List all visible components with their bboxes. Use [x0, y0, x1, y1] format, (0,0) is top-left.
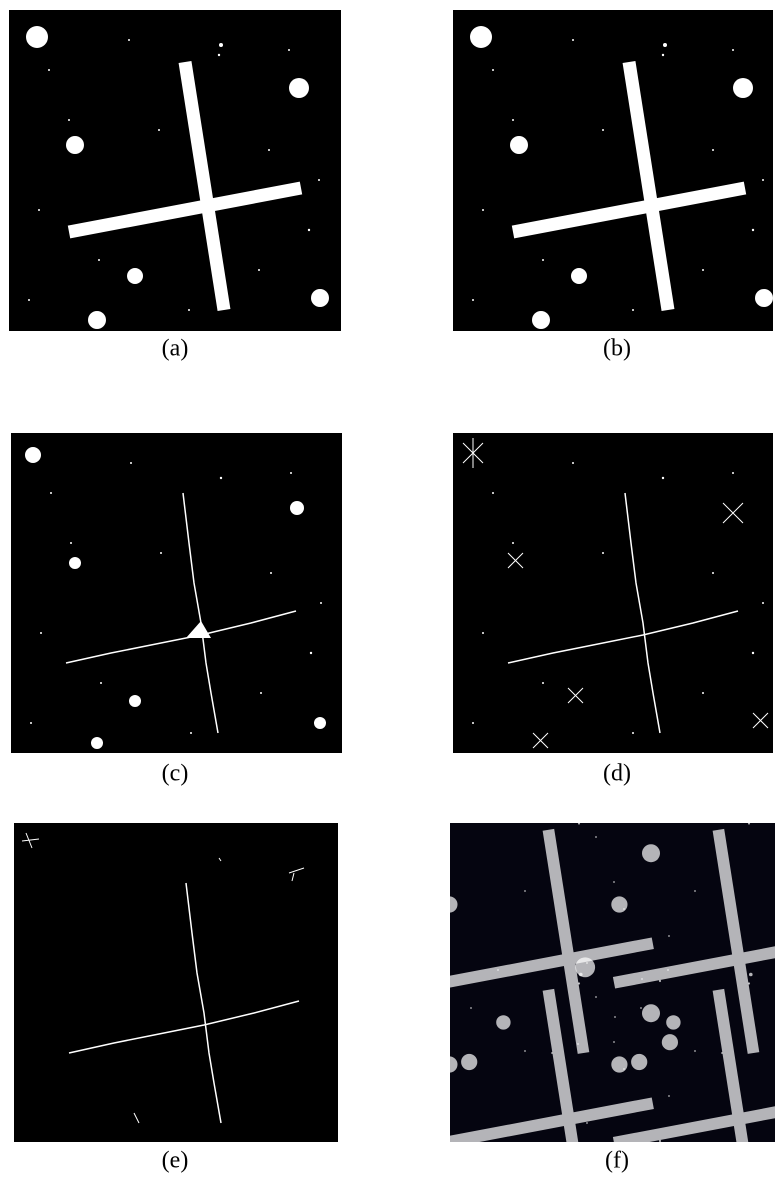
panel-label: (a) — [162, 336, 189, 362]
panel-label: (b) — [603, 336, 631, 362]
page: (a) (b) (c) (d) (e) (f) (() => { const d… — [0, 0, 775, 1180]
panel-c — [11, 433, 342, 753]
panel-label: (f) — [605, 1148, 629, 1174]
panel-d — [453, 433, 773, 753]
panel-f — [405, 797, 775, 1180]
panel-label: (c) — [162, 761, 189, 787]
panel-label: (e) — [162, 1148, 189, 1174]
panel-a — [9, 10, 341, 331]
panel-e — [14, 823, 338, 1142]
figure: (a) (b) (c) (d) (e) (f) — [0, 0, 775, 1180]
panel-label: (d) — [603, 761, 631, 787]
panel-b — [453, 10, 773, 331]
